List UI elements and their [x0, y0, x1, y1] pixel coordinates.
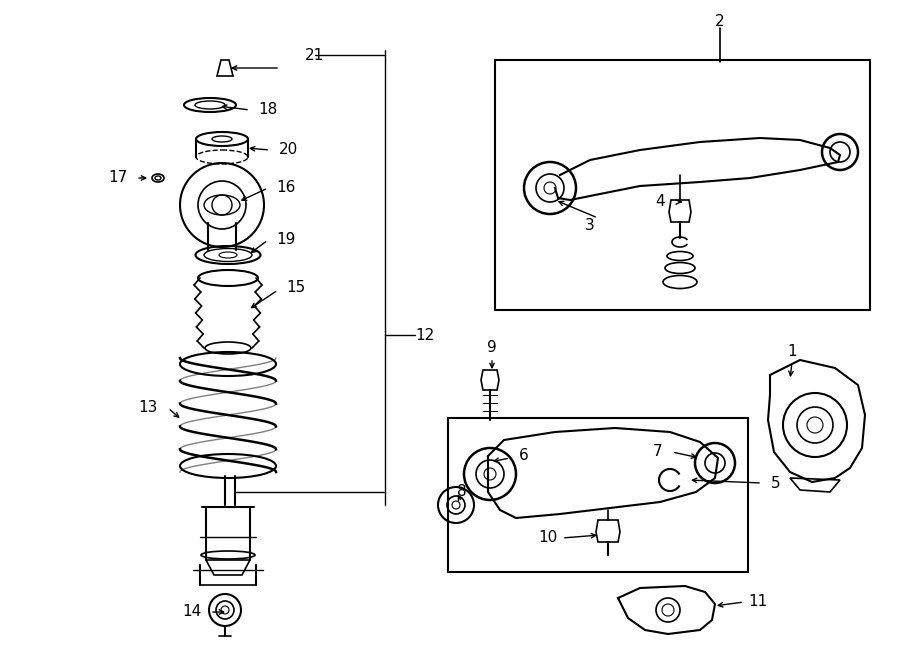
Text: 8: 8 [457, 485, 467, 500]
Text: 1: 1 [788, 344, 796, 360]
Text: 19: 19 [276, 233, 296, 247]
Bar [495, 60, 870, 310]
Text: 17: 17 [108, 171, 128, 186]
Text: 6: 6 [519, 449, 529, 463]
Text: 12: 12 [415, 327, 434, 342]
Text: 7: 7 [653, 444, 662, 459]
Text: 18: 18 [258, 102, 277, 118]
Text: 2: 2 [716, 15, 724, 30]
Text: 14: 14 [183, 605, 202, 619]
Bar [448, 418, 748, 572]
Text: 13: 13 [139, 401, 158, 416]
Text: 10: 10 [538, 531, 558, 545]
Text: 15: 15 [286, 280, 306, 295]
Text: 9: 9 [487, 340, 497, 356]
Text: 21: 21 [305, 48, 325, 63]
Text: 4: 4 [655, 194, 665, 210]
Text: 3: 3 [585, 219, 595, 233]
Text: 16: 16 [276, 180, 296, 196]
Text: 5: 5 [771, 475, 781, 490]
Text: 20: 20 [278, 143, 298, 157]
Text: 11: 11 [749, 594, 768, 609]
